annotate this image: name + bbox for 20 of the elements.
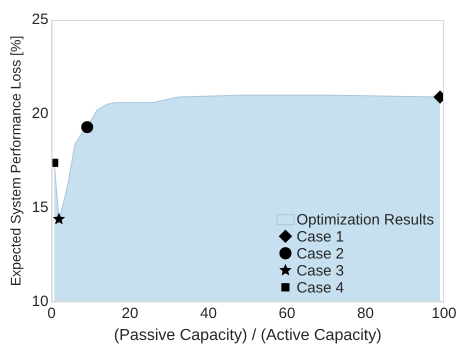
- y-tick-label: 25: [32, 11, 48, 28]
- point: [51, 158, 58, 167]
- point: [81, 121, 94, 134]
- point: [52, 212, 66, 224]
- legend-label: Case 2: [296, 245, 344, 262]
- x-tick-label: 100: [431, 304, 457, 322]
- y-tick-label: 10: [32, 292, 48, 310]
- legend-label: Case 1: [296, 228, 344, 246]
- y-axis-title: Expected System Performance Loss [%]: [7, 36, 24, 286]
- x-tick-label: 80: [357, 304, 374, 322]
- x-tick-label: 60: [278, 304, 296, 322]
- y-tick-label: 15: [32, 199, 48, 216]
- x-tick-label: 40: [200, 304, 217, 322]
- y-tick-label: 20: [32, 105, 48, 122]
- legend-label: Optimization Results: [296, 211, 434, 228]
- legend-label: Case 3: [296, 262, 344, 280]
- x-axis-title: (Passive Capacity) / (Active Capacity): [114, 326, 382, 344]
- x-tick-label: 0: [47, 304, 56, 322]
- x-tick-label: 20: [122, 304, 138, 322]
- legend-label: Case 4: [296, 279, 344, 296]
